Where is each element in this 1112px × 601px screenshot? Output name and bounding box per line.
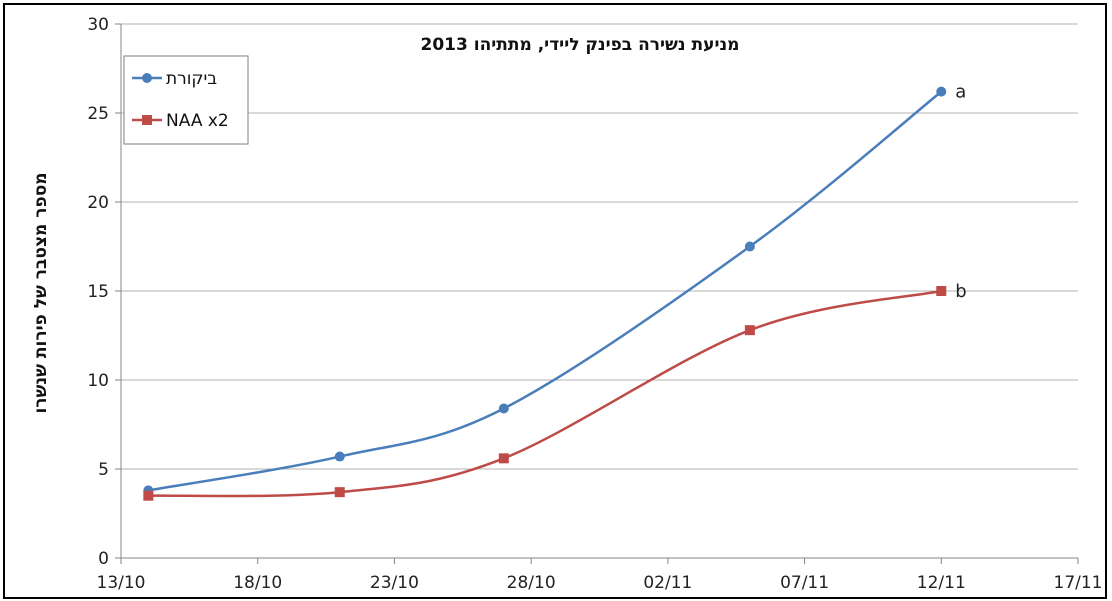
series-lines: [148, 90, 943, 498]
x-tick-label: 17/11: [1054, 573, 1103, 593]
data-point: [744, 325, 755, 336]
x-tick-label: 07/11: [780, 573, 829, 593]
y-axis-label: מספר מצטבר של פירות שנשרו: [31, 172, 51, 413]
x-tick-label: 28/10: [507, 573, 556, 593]
data-point: [936, 86, 947, 97]
axes: [115, 23, 1079, 564]
y-tick-label: 25: [87, 104, 109, 124]
legend-marker-1: [142, 115, 152, 125]
data-point: [334, 451, 345, 462]
end-label-b: b: [955, 281, 966, 302]
x-tick-labels: 13/10 18/10 23/10 28/10 02/11 07/11 12/11 17/11: [97, 573, 1103, 593]
series-line-1: [148, 289, 942, 498]
end-annotations: ab: [955, 82, 966, 302]
data-point: [143, 490, 154, 501]
y-tick-label: 10: [87, 371, 109, 391]
data-point: [498, 453, 509, 464]
chart-title: מניעת נשירה בפינק ליידי, מתתיהו 2013: [421, 35, 740, 55]
series-line-0: [148, 90, 943, 492]
gridlines: [121, 23, 1078, 470]
data-point: [744, 241, 755, 252]
data-point: [498, 403, 509, 414]
x-tick-label: 13/10: [97, 573, 146, 593]
y-tick-label: 30: [87, 15, 109, 35]
x-tick-label: 23/10: [370, 573, 419, 593]
y-tick-label: 5: [98, 460, 109, 480]
x-tick-label: 02/11: [643, 573, 692, 593]
y-tick-label: 15: [87, 282, 109, 302]
y-tick-label: 0: [98, 549, 109, 569]
x-tick-label: 12/11: [917, 573, 966, 593]
legend-label-0: ביקורת: [166, 69, 217, 89]
legend-label-1: NAA x2: [166, 111, 229, 131]
data-point: [936, 286, 947, 296]
end-label-a: a: [955, 82, 966, 103]
legend: ביקורת NAA x2: [123, 55, 249, 145]
legend-box: [123, 55, 249, 145]
series-markers: [143, 86, 947, 501]
data-point: [334, 487, 345, 498]
y-tick-labels: 0 5 10 15 20 25 30: [87, 15, 109, 569]
legend-marker-0: [142, 73, 152, 83]
x-tick-label: 18/10: [233, 573, 282, 593]
y-tick-label: 20: [87, 193, 109, 213]
